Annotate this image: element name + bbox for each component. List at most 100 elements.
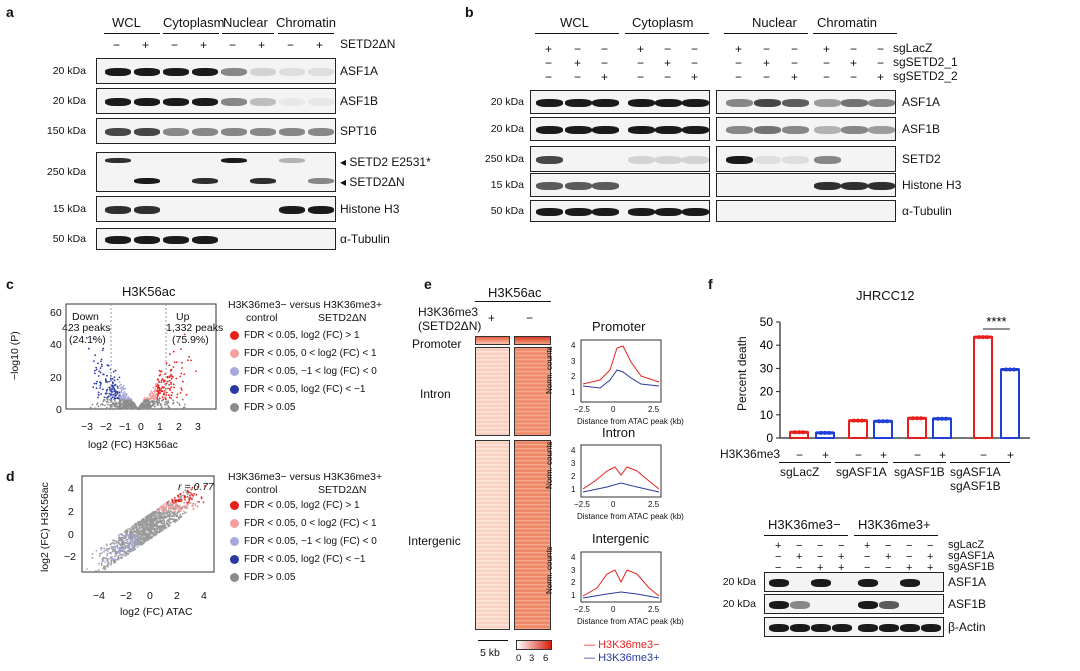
e-region-intron: Intron xyxy=(420,387,451,401)
c-point xyxy=(106,396,108,399)
b-sign: − xyxy=(877,42,885,56)
d-point xyxy=(186,493,189,496)
d-point xyxy=(102,568,104,570)
a-kda: 20 kDa xyxy=(52,65,86,77)
d-point xyxy=(106,554,109,557)
a-kda: 15 kDa xyxy=(52,203,86,215)
b-band xyxy=(782,126,809,134)
c-point xyxy=(125,404,127,407)
f-blot-band xyxy=(858,624,878,632)
d-point xyxy=(180,506,183,509)
d-legend-dot xyxy=(230,536,239,546)
a-band xyxy=(250,68,276,76)
c-point xyxy=(123,391,126,393)
d-point xyxy=(158,525,161,528)
d-point xyxy=(131,548,133,551)
c-point xyxy=(144,406,147,409)
d-point xyxy=(113,562,115,564)
b-row-label: ASF1A xyxy=(902,95,941,109)
c-point xyxy=(102,373,105,376)
c-point xyxy=(112,403,114,406)
c-point xyxy=(92,386,95,389)
d-point xyxy=(200,496,203,498)
d-point xyxy=(132,531,135,533)
c-point xyxy=(129,397,132,400)
c-point xyxy=(125,406,128,409)
e-ytick: 1 xyxy=(571,590,576,600)
d-point xyxy=(153,522,155,525)
c-point xyxy=(148,400,151,403)
c-xtick: −2 xyxy=(100,421,112,433)
d-point xyxy=(116,545,119,547)
f-blot-sign: + xyxy=(817,562,824,574)
c-point xyxy=(95,403,98,406)
c-point xyxy=(175,361,178,364)
c-point xyxy=(116,385,119,388)
c-point xyxy=(119,405,122,407)
f-bar-point xyxy=(911,416,915,421)
f-blot-sign: + xyxy=(838,562,845,574)
d-point xyxy=(110,547,113,550)
d-point xyxy=(163,528,165,531)
d-point xyxy=(151,520,153,523)
c-point xyxy=(142,402,145,405)
b-sign: + xyxy=(850,56,858,70)
d-legend-dot xyxy=(230,554,239,564)
d-point xyxy=(117,534,120,537)
b-kda: 50 kDa xyxy=(490,205,524,217)
b-blot-right xyxy=(716,146,896,172)
d-point xyxy=(194,504,197,507)
d-point xyxy=(191,505,194,508)
f-sign: − xyxy=(980,448,988,462)
c-point xyxy=(94,354,97,357)
d-point xyxy=(136,528,138,531)
b-line-3 xyxy=(724,33,808,34)
b-sign: − xyxy=(691,42,699,56)
d-point xyxy=(166,519,169,522)
a-sign: + xyxy=(200,38,208,52)
b-row-label: Histone H3 xyxy=(902,178,962,192)
d-point xyxy=(173,515,175,518)
d-point xyxy=(145,527,148,530)
b-band xyxy=(628,156,655,164)
c-point xyxy=(153,391,156,393)
e-title: H3K56ac xyxy=(488,285,542,300)
c-point xyxy=(130,407,133,410)
c-point xyxy=(168,383,171,386)
d-point xyxy=(133,528,136,530)
f-bar-point xyxy=(856,418,860,423)
d-point xyxy=(115,551,118,553)
d-point xyxy=(134,545,136,548)
d-point xyxy=(151,522,154,525)
d-point xyxy=(153,519,156,522)
b-line-4 xyxy=(813,33,897,34)
f-blot-kda: 20 kDa xyxy=(722,576,756,588)
b-band xyxy=(565,182,592,190)
d-point xyxy=(168,500,170,503)
b-band xyxy=(682,126,709,134)
b-sign: − xyxy=(545,70,553,84)
f-bar-point xyxy=(977,335,981,340)
d-point xyxy=(119,556,122,559)
f-blot-sign: − xyxy=(775,551,782,563)
c-point xyxy=(133,407,136,410)
c-legend-text: FDR < 0.05, −1 < log (FC) < 0 xyxy=(244,366,377,377)
d-point xyxy=(154,533,157,535)
f-blot-group-pos: H3K36me3+ xyxy=(858,517,931,532)
d-point xyxy=(198,501,201,503)
d-point xyxy=(108,558,110,560)
d-point xyxy=(180,500,183,503)
d-legend-text: FDR < 0.05, −1 < log (FC) < 0 xyxy=(244,536,377,547)
b-blot-right xyxy=(716,173,896,197)
c-point xyxy=(167,380,169,383)
b-sign: + xyxy=(691,70,699,84)
b-group-nuclear: Nuclear xyxy=(752,15,797,30)
a-band xyxy=(105,236,131,244)
e-sign-minus: − xyxy=(526,311,534,325)
a-band xyxy=(163,68,189,76)
d-point xyxy=(163,503,166,506)
a-band xyxy=(105,68,131,76)
b-sign: − xyxy=(791,56,799,70)
f-group-asf1a: sgASF1A xyxy=(836,465,887,479)
e-cb-6: 6 xyxy=(543,653,549,664)
